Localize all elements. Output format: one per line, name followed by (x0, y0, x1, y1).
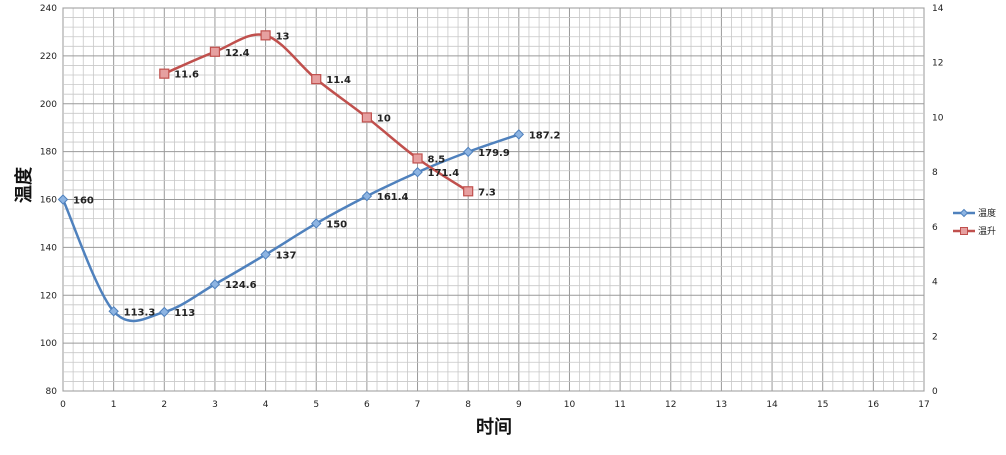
data-label: 10 (377, 113, 391, 124)
data-label: 13 (276, 31, 290, 42)
data-label: 113.3 (124, 307, 156, 318)
x-tick-label: 6 (364, 400, 370, 410)
data-point (209, 46, 221, 57)
data-label: 124.6 (225, 280, 257, 291)
gridlines (62, 7, 925, 392)
series-line (61, 133, 520, 323)
x-tick-label: 17 (918, 400, 929, 410)
y-tick-label: 80 (46, 387, 58, 397)
x-tick-label: 13 (716, 400, 727, 410)
legend-entry: 温度 (953, 207, 996, 219)
y-axis-title: 温度 (13, 166, 35, 203)
data-point (209, 279, 221, 290)
series-2 (159, 30, 474, 197)
legend-label: 温升 (978, 226, 996, 237)
y-tick-label: 240 (40, 4, 57, 14)
data-point (311, 74, 322, 85)
legend-label: 温度 (978, 207, 996, 219)
data-label: 179.9 (478, 148, 510, 159)
data-point (412, 153, 423, 164)
x-tick-label: 2 (161, 400, 167, 410)
y2-tick-label: 0 (932, 387, 938, 397)
data-label: 160 (73, 196, 94, 207)
data-point (361, 112, 372, 123)
legend-entry: 温升 (953, 226, 996, 237)
y2-tick-label: 8 (932, 168, 938, 178)
data-labels: 160 113.3 113 124.6 137 150 161.4 171.4 179.9 187… (73, 31, 560, 319)
x-tick-label: 9 (516, 400, 522, 410)
x-tick-label: 3 (212, 400, 218, 410)
data-point (513, 129, 525, 140)
y2-tick-label: 2 (932, 332, 938, 342)
x-tick-label: 11 (614, 400, 625, 410)
y2-tick-label: 10 (932, 113, 944, 123)
x-tick-label: 15 (817, 400, 828, 410)
y2-tick-label: 12 (932, 59, 943, 69)
data-label: 161.4 (377, 192, 409, 203)
data-label: 8.5 (428, 154, 446, 165)
legend-marker (960, 227, 968, 235)
data-point (260, 30, 271, 41)
x-tick-label: 16 (868, 400, 880, 410)
data-point (260, 249, 271, 260)
data-label: 150 (326, 219, 347, 230)
x-axis-title: 时间 (476, 417, 512, 438)
data-point (361, 190, 373, 202)
x-tick-label: 12 (665, 400, 676, 410)
data-label: 12.4 (225, 48, 250, 59)
data-label: 171.4 (428, 168, 460, 179)
x-tick-label: 10 (564, 400, 576, 410)
y-tick-label: 220 (40, 52, 57, 62)
data-point (412, 167, 423, 178)
data-label: 137 (276, 251, 297, 262)
x-tick-label: 5 (313, 400, 319, 410)
data-label: 7.3 (478, 187, 496, 198)
x-tick-label: 4 (263, 400, 269, 410)
data-point (463, 186, 474, 197)
y-tick-label: 180 (40, 148, 57, 158)
data-label: 187.2 (529, 130, 561, 141)
data-point (108, 306, 119, 317)
series-1 (57, 129, 525, 323)
x-tick-label: 0 (60, 400, 66, 410)
data-point (57, 194, 69, 205)
x-tick-label: 7 (415, 400, 421, 410)
x-tick-label: 8 (465, 400, 471, 410)
y2-tick-label: 4 (932, 278, 938, 288)
legend-marker (959, 208, 969, 218)
data-point (311, 218, 322, 229)
data-label: 113 (174, 308, 195, 319)
y-tick-label: 100 (40, 339, 57, 349)
y-tick-label: 160 (40, 196, 57, 206)
y2-tick-label: 14 (932, 4, 944, 14)
data-label: 11.4 (326, 75, 351, 86)
data-point (159, 68, 170, 79)
y2-tick-label: 6 (932, 223, 938, 233)
y-tick-label: 120 (40, 291, 57, 301)
y-tick-label: 140 (40, 243, 57, 253)
data-point (462, 146, 474, 158)
x-tick-label: 1 (111, 400, 117, 410)
y-tick-label: 200 (40, 100, 57, 110)
data-label: 11.6 (174, 70, 199, 81)
series (57, 30, 525, 323)
data-point (159, 306, 170, 318)
x-tick-label: 14 (766, 400, 778, 410)
